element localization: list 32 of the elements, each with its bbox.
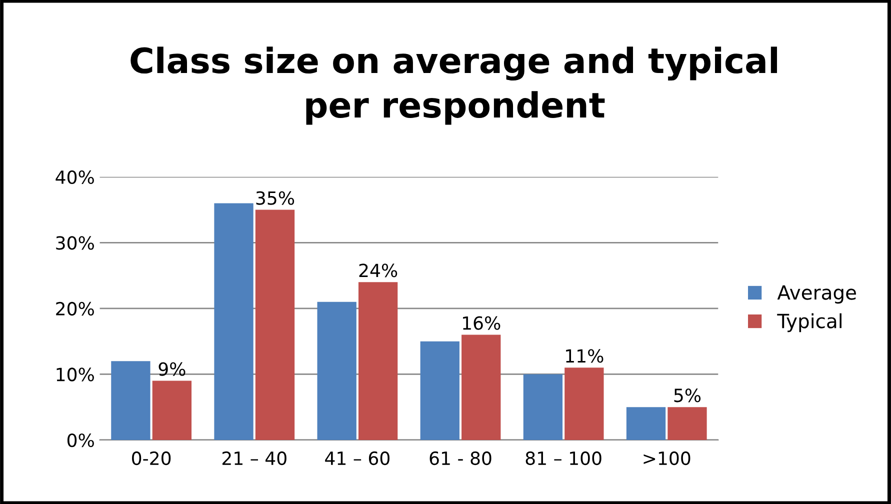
bar	[214, 203, 254, 440]
bar	[358, 282, 398, 440]
legend-label: Typical	[777, 313, 842, 332]
bar	[668, 407, 707, 440]
chart-title: Class size on average and typical per respondent	[130, 46, 777, 125]
data-label: 16%	[463, 316, 500, 330]
data-label: 5%	[674, 388, 701, 402]
bar	[255, 210, 295, 440]
bar	[523, 374, 563, 440]
x-tick-label: 41 – 60	[325, 451, 390, 466]
data-label: 11%	[566, 349, 604, 363]
bar	[317, 302, 356, 440]
data-label: 24%	[359, 264, 398, 278]
x-tick-label: 0-20	[132, 451, 171, 466]
y-tick-label: 0%	[67, 433, 94, 448]
x-tick-label: 21 – 40	[222, 451, 286, 466]
x-tick-label: 61 - 80	[430, 451, 492, 466]
y-tick-label: 30%	[56, 236, 94, 250]
x-tick-label: 81 – 100	[526, 451, 602, 466]
legend-label: Average	[777, 285, 856, 304]
bar	[626, 407, 666, 440]
bar	[152, 380, 192, 440]
bar	[462, 334, 501, 440]
y-tick-label: 40%	[56, 170, 94, 184]
y-tick-label: 10%	[56, 368, 94, 382]
y-tick-label: 20%	[56, 302, 94, 316]
bar	[420, 341, 460, 440]
data-label: 35%	[256, 191, 294, 205]
data-label: 9%	[158, 362, 186, 376]
bar	[564, 368, 604, 440]
bar	[111, 361, 150, 440]
x-tick-label: >100	[644, 451, 690, 466]
